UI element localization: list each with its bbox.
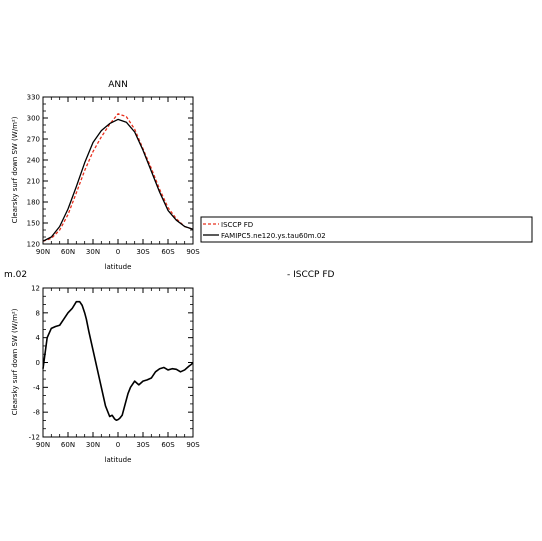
top-chart-y-axis-label: Clearsky surf down SW (W/m²) xyxy=(11,116,19,223)
bottom-chart-y-tick-label: 4 xyxy=(36,334,41,342)
legend: ISCCP FD FAMIPC5.ne120.ys.tau60m.02 xyxy=(200,216,533,243)
top-chart-y-tick-label: 330 xyxy=(27,94,40,102)
top-chart-x-tick-label: 60N xyxy=(61,248,75,256)
top-chart-y-tick-label: 300 xyxy=(27,115,40,123)
legend-box xyxy=(200,216,533,243)
bottom-chart-x-tick-label: 90S xyxy=(186,441,200,449)
top-chart-x-tick-label: 90N xyxy=(36,248,50,256)
top-chart-x-axis: 90N 60N 30N 0 30S 60S 90S xyxy=(36,97,200,256)
legend-label-isccp: ISCCP FD xyxy=(221,221,253,229)
top-chart-x-tick-label: 30S xyxy=(136,248,150,256)
bottom-chart-panel: m.02 - ISCCP FD -12 -8 -4 0 4 8 12 90N 60N 30N 0 3… xyxy=(4,270,335,464)
bottom-chart-x-tick-label: 60S xyxy=(161,441,175,449)
top-chart-x-axis-label: latitude xyxy=(105,263,132,271)
bottom-chart-subtitle: - ISCCP FD xyxy=(287,270,335,280)
top-chart-y-tick-label: 150 xyxy=(27,220,40,228)
bottom-chart-series-line-0 xyxy=(42,300,194,422)
bottom-chart-x-tick-label: 0 xyxy=(116,441,120,449)
top-chart-series-lines xyxy=(42,113,194,242)
top-chart-y-tick-label: 270 xyxy=(27,136,40,144)
bottom-chart-x-tick-label: 60N xyxy=(61,441,75,449)
top-chart-panel: ANN 120 150 180 210 240 270 300 330 90N 60N 30N 0 3… xyxy=(11,80,200,271)
bottom-chart-y-axis: -12 -8 -4 0 4 8 12 xyxy=(29,285,193,442)
top-chart-series-line-1 xyxy=(42,118,194,242)
bottom-chart-y-tick-label: -12 xyxy=(29,434,40,442)
bottom-chart-x-tick-label: 30S xyxy=(136,441,150,449)
bottom-chart-y-tick-label: 12 xyxy=(31,285,40,293)
bottom-chart-x-axis-label: latitude xyxy=(105,456,132,464)
bottom-chart-x-tick-label: 90N xyxy=(36,441,50,449)
top-chart-y-tick-label: 120 xyxy=(27,241,40,249)
top-chart-title: ANN xyxy=(108,80,128,90)
bottom-chart-x-tick-label: 30N xyxy=(86,441,100,449)
bottom-chart-series-lines xyxy=(42,300,194,422)
bottom-chart-y-axis-label: Clearsky surf down SW (W/m²) xyxy=(11,308,19,415)
legend-label-model: FAMIPC5.ne120.ys.tau60m.02 xyxy=(221,232,326,240)
top-chart-y-tick-label: 240 xyxy=(27,157,40,165)
bottom-chart-y-tick-label: 8 xyxy=(36,309,40,317)
top-chart-x-tick-label: 0 xyxy=(116,248,120,256)
top-chart-x-tick-label: 90S xyxy=(186,248,200,256)
top-chart-y-tick-label: 180 xyxy=(27,199,40,207)
top-chart-x-tick-label: 60S xyxy=(161,248,175,256)
top-chart-y-axis: 120 150 180 210 240 270 300 330 xyxy=(27,94,193,249)
bottom-chart-plot-frame xyxy=(42,287,194,438)
top-chart-y-tick-label: 210 xyxy=(27,178,40,186)
top-chart-series-line-0 xyxy=(42,113,194,242)
top-chart-x-tick-label: 30N xyxy=(86,248,100,256)
bottom-chart-y-tick-label: 0 xyxy=(36,359,40,367)
bottom-chart-y-tick-label: -8 xyxy=(33,409,40,417)
bottom-chart-title: m.02 xyxy=(4,270,27,280)
bottom-chart-x-axis: 90N 60N 30N 0 30S 60S 90S xyxy=(36,288,200,449)
bottom-chart-y-tick-label: -4 xyxy=(33,384,41,392)
